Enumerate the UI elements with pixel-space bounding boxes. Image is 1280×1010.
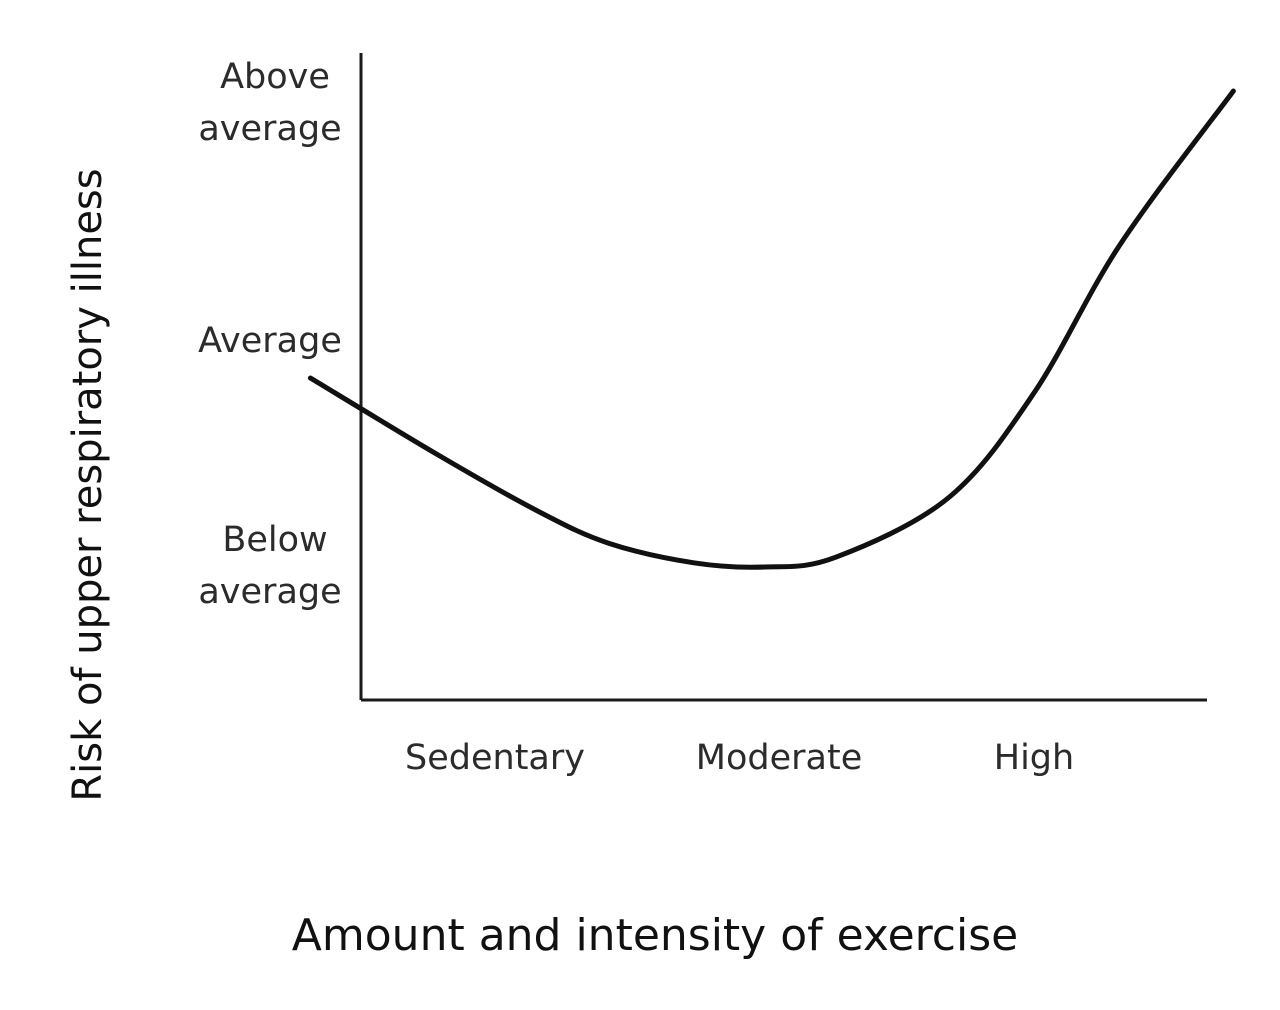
risk-curve-series — [307, 88, 1236, 570]
y-tick-above-line2: average — [198, 109, 341, 149]
y-axis-title: Risk of upper respiratory illness — [65, 168, 111, 801]
y-tick-average: Average — [198, 321, 342, 361]
x-tick-labels: Sedentary Moderate High — [405, 738, 1074, 778]
x-tick-sedentary: Sedentary — [405, 738, 585, 778]
x-axis-title: Amount and intensity of exercise — [292, 910, 1018, 961]
x-tick-moderate: Moderate — [696, 738, 862, 778]
x-tick-high: High — [994, 738, 1074, 778]
y-tick-above-line1: Above — [220, 57, 330, 97]
y-tick-labels: Above average Average Below average — [198, 57, 342, 612]
y-tick-below-line1: Below — [222, 520, 327, 560]
y-tick-below-line2: average — [198, 572, 341, 612]
